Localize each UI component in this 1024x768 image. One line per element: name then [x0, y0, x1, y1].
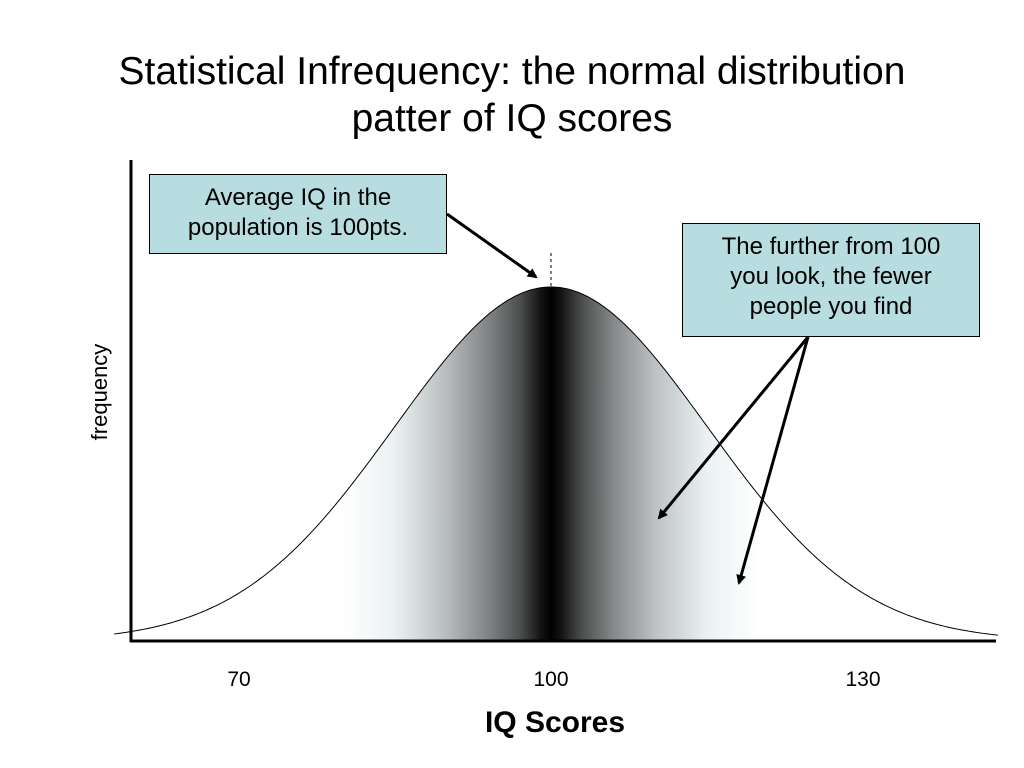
y-axis-label: frequency	[87, 343, 112, 441]
chart-title-line-2: patter of IQ scores	[351, 97, 673, 140]
distribution-area	[114, 287, 999, 641]
distribution-curve	[114, 286, 999, 636]
x-axis-label: IQ Scores	[484, 706, 626, 739]
chart-title-line-1: Statistical Infrequency: the normal dist…	[118, 50, 906, 93]
average-iq-callout-line-2: population is 100pts.	[187, 214, 409, 241]
average-iq-callout-line-1: Average IQ in the	[204, 184, 392, 211]
further-callout-line-1: The further from 100	[721, 233, 941, 260]
further-arrow-2	[736, 336, 810, 585]
chart-title: Statistical Infrequency: the normal dist…	[0, 48, 1024, 142]
average-iq-callout: Average IQ in the population is 100pts.	[149, 174, 447, 254]
x-tick-label: 100	[533, 668, 569, 691]
x-tick-label: 130	[845, 668, 881, 691]
further-callout-line-3: people you find	[749, 293, 913, 320]
x-tick-label: 70	[227, 668, 251, 691]
average-arrow	[446, 212, 538, 279]
further-callout-line-2: you look, the fewer	[730, 263, 932, 290]
further-arrow-1	[657, 336, 810, 520]
further-from-mean-callout: The further from 100 you look, the fewer…	[682, 223, 980, 337]
